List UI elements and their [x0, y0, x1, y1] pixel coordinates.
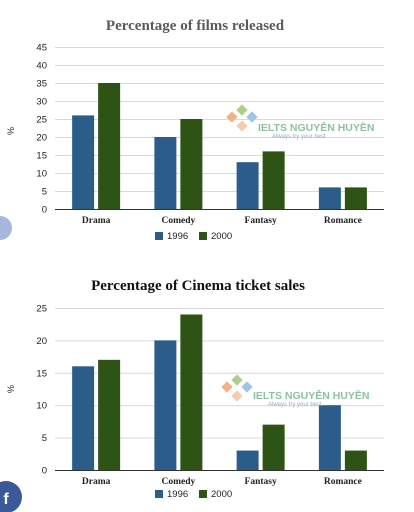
bar-romance-2000	[344, 187, 367, 209]
chart-1-legend: 1996 2000	[155, 231, 232, 242]
y-tick-label: 0	[42, 205, 47, 216]
legend-swatch	[199, 490, 207, 498]
bar-romance-2000	[344, 450, 367, 470]
watermark-logo-2: IELTS NGUYỄN HUYỀN Always try your best	[221, 374, 369, 408]
legend-label: 2000	[211, 231, 232, 242]
legend-label: 1996	[167, 231, 188, 242]
bar-drama-2000	[98, 83, 121, 209]
bar-comedy-2000	[180, 314, 203, 470]
bar-romance-1996	[318, 187, 341, 209]
y-tick-label: 45	[36, 43, 47, 54]
side-dot	[0, 216, 12, 240]
legend-swatch	[155, 490, 163, 498]
watermark-text: IELTS NGUYỄN HUYỀN	[258, 121, 374, 134]
bar-fantasy-1996	[236, 162, 259, 209]
bar-comedy-1996	[154, 137, 177, 209]
legend-swatch	[155, 232, 163, 240]
bar-drama-1996	[72, 366, 95, 470]
watermark-emblem-icon	[226, 104, 258, 132]
y-tick-label: 15	[36, 368, 47, 379]
bar-fantasy-2000	[262, 151, 285, 209]
chart-cinema-ticket-sales: Percentage of Cinema ticket sales 0 5 10 15…	[6, 278, 384, 500]
x-tick-label: Fantasy	[245, 477, 277, 487]
bar-fantasy-1996	[236, 450, 259, 470]
watermark-text: IELTS NGUYỄN HUYỀN	[253, 389, 369, 402]
x-tick-label: Drama	[82, 216, 111, 226]
y-tick-label: 10	[36, 169, 47, 180]
bar-fantasy-2000	[262, 424, 285, 470]
y-tick-label: 35	[36, 79, 47, 90]
chart-1-y-axis-label: %	[6, 127, 16, 135]
chart-2-y-axis-label: %	[6, 385, 16, 393]
x-tick-label: Comedy	[161, 477, 195, 487]
bar-comedy-2000	[180, 119, 203, 209]
y-tick-label: 5	[42, 433, 47, 444]
y-tick-label: 40	[36, 61, 47, 72]
y-tick-label: 25	[36, 115, 47, 126]
y-tick-label: 20	[36, 133, 47, 144]
x-tick-label: Fantasy	[245, 216, 277, 226]
chart-1-title: Percentage of films released	[106, 18, 285, 34]
y-tick-label: 25	[36, 304, 47, 315]
x-tick-label: Drama	[82, 477, 111, 487]
chart-2-title: Percentage of Cinema ticket sales	[91, 278, 305, 294]
legend-swatch	[199, 232, 207, 240]
x-tick-label: Comedy	[161, 216, 195, 226]
watermark-logo: IELTS NGUYỄN HUYỀN Always try your best	[226, 104, 374, 140]
chart-films-released: Percentage of films released 0 5 10 15 20 25 3…	[6, 18, 384, 242]
x-tick-label: Romance	[324, 477, 362, 487]
legend-label: 1996	[167, 489, 188, 500]
facebook-icon[interactable]: f	[0, 481, 22, 512]
y-tick-label: 15	[36, 151, 47, 162]
bar-romance-1996	[318, 405, 341, 470]
x-tick-label: Romance	[324, 216, 362, 226]
watermark-emblem-icon	[221, 374, 253, 402]
y-tick-label: 30	[36, 97, 47, 108]
svg-text:f: f	[3, 491, 9, 508]
legend-label: 2000	[211, 489, 232, 500]
y-tick-label: 5	[42, 187, 47, 198]
bar-drama-1996	[72, 115, 95, 209]
chart-2-legend: 1996 2000	[155, 489, 232, 500]
y-tick-label: 20	[36, 336, 47, 347]
y-tick-label: 10	[36, 401, 47, 412]
y-tick-label: 0	[42, 466, 47, 477]
bar-drama-2000	[98, 359, 121, 470]
bar-comedy-1996	[154, 340, 177, 470]
watermark-tagline: Always try your best	[268, 402, 322, 408]
watermark-tagline: Always try your best	[272, 134, 326, 140]
